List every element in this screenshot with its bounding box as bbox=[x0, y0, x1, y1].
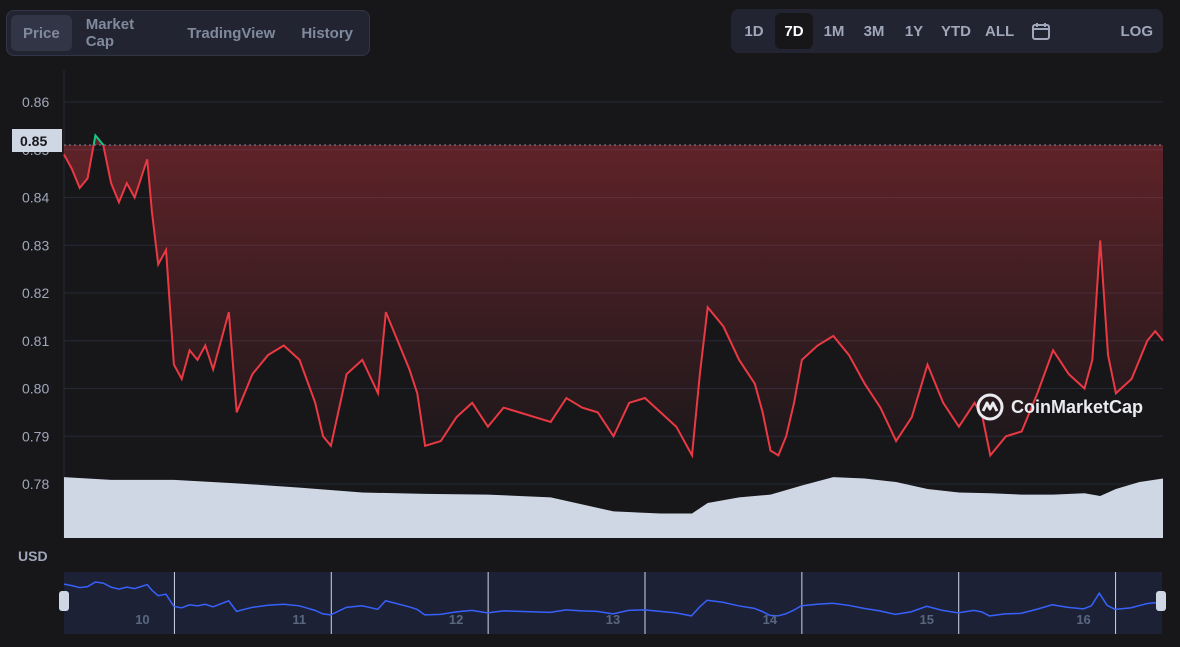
time-range-selector: 1D 7D 1M 3M 1Y YTD ALL LOG bbox=[731, 9, 1163, 53]
tab-history[interactable]: History bbox=[301, 24, 353, 42]
range-1d[interactable]: 1D bbox=[744, 22, 764, 40]
chart-type-tabs: Price Market Cap TradingView History bbox=[6, 10, 370, 56]
navigator-tick-label: 11 bbox=[292, 612, 306, 627]
x-tick-label: 14 bbox=[763, 549, 779, 550]
x-tick-label: 16 bbox=[1077, 549, 1093, 550]
y-tick-label: 0.83 bbox=[22, 237, 49, 253]
range-all[interactable]: ALL bbox=[985, 22, 1015, 40]
watermark-text: CoinMarketCap bbox=[1011, 396, 1144, 417]
tab-tradingview[interactable]: TradingView bbox=[187, 24, 276, 42]
y-tick-label: 0.82 bbox=[22, 285, 49, 301]
x-tick-label: 13 bbox=[606, 549, 622, 550]
navigator-left-handle[interactable] bbox=[59, 591, 69, 611]
y-tick-label: 0.79 bbox=[22, 428, 49, 444]
price-chart: 0.860.850.840.830.820.810.800.790.781011… bbox=[22, 70, 1164, 550]
currency-label: USD bbox=[18, 548, 48, 564]
range-3m[interactable]: 3M bbox=[863, 22, 885, 40]
price-fill-area bbox=[64, 135, 1163, 456]
navigator-tick-label: 13 bbox=[606, 612, 620, 627]
y-tick-label: 0.86 bbox=[22, 94, 49, 110]
navigator-background bbox=[64, 572, 1162, 634]
navigator-tick-label: 12 bbox=[449, 612, 463, 627]
y-tick-label: 0.81 bbox=[22, 333, 49, 349]
range-7d[interactable]: 7D bbox=[775, 13, 813, 49]
tab-price[interactable]: Price bbox=[11, 15, 72, 51]
y-tick-label: 0.78 bbox=[22, 476, 49, 492]
y-tick-label: 0.80 bbox=[22, 381, 49, 397]
calendar-button[interactable] bbox=[1022, 13, 1060, 49]
calendar-icon bbox=[1032, 23, 1051, 40]
current-price-tag: 0.85 bbox=[12, 129, 62, 152]
x-tick-label: 12 bbox=[449, 549, 465, 550]
navigator-tick-label: 16 bbox=[1076, 612, 1090, 627]
coinmarketcap-logo-icon bbox=[976, 393, 1004, 421]
volume-area bbox=[64, 477, 1163, 538]
tab-market-cap[interactable]: Market Cap bbox=[85, 16, 135, 50]
navigator-tick-label: 10 bbox=[135, 612, 149, 627]
navigator-right-handle[interactable] bbox=[1156, 591, 1166, 611]
navigator-line bbox=[63, 581, 1163, 617]
navigator-tick-label: 15 bbox=[919, 612, 933, 627]
range-navigator[interactable]: 10 11 12 13 14 15 16 bbox=[58, 570, 1168, 636]
range-1y[interactable]: 1Y bbox=[904, 22, 924, 40]
navigator-tick-label: 14 bbox=[763, 612, 778, 627]
range-ytd[interactable]: YTD bbox=[941, 22, 971, 40]
watermark: CoinMarketCap bbox=[975, 392, 1143, 422]
x-tick-label: 10 bbox=[135, 549, 151, 550]
y-tick-label: 0.84 bbox=[22, 190, 49, 206]
range-1m[interactable]: 1M bbox=[823, 22, 845, 40]
x-tick-label: 11 bbox=[292, 549, 307, 550]
x-tick-label: 15 bbox=[920, 549, 936, 550]
log-scale-button[interactable]: LOG bbox=[1120, 22, 1154, 40]
